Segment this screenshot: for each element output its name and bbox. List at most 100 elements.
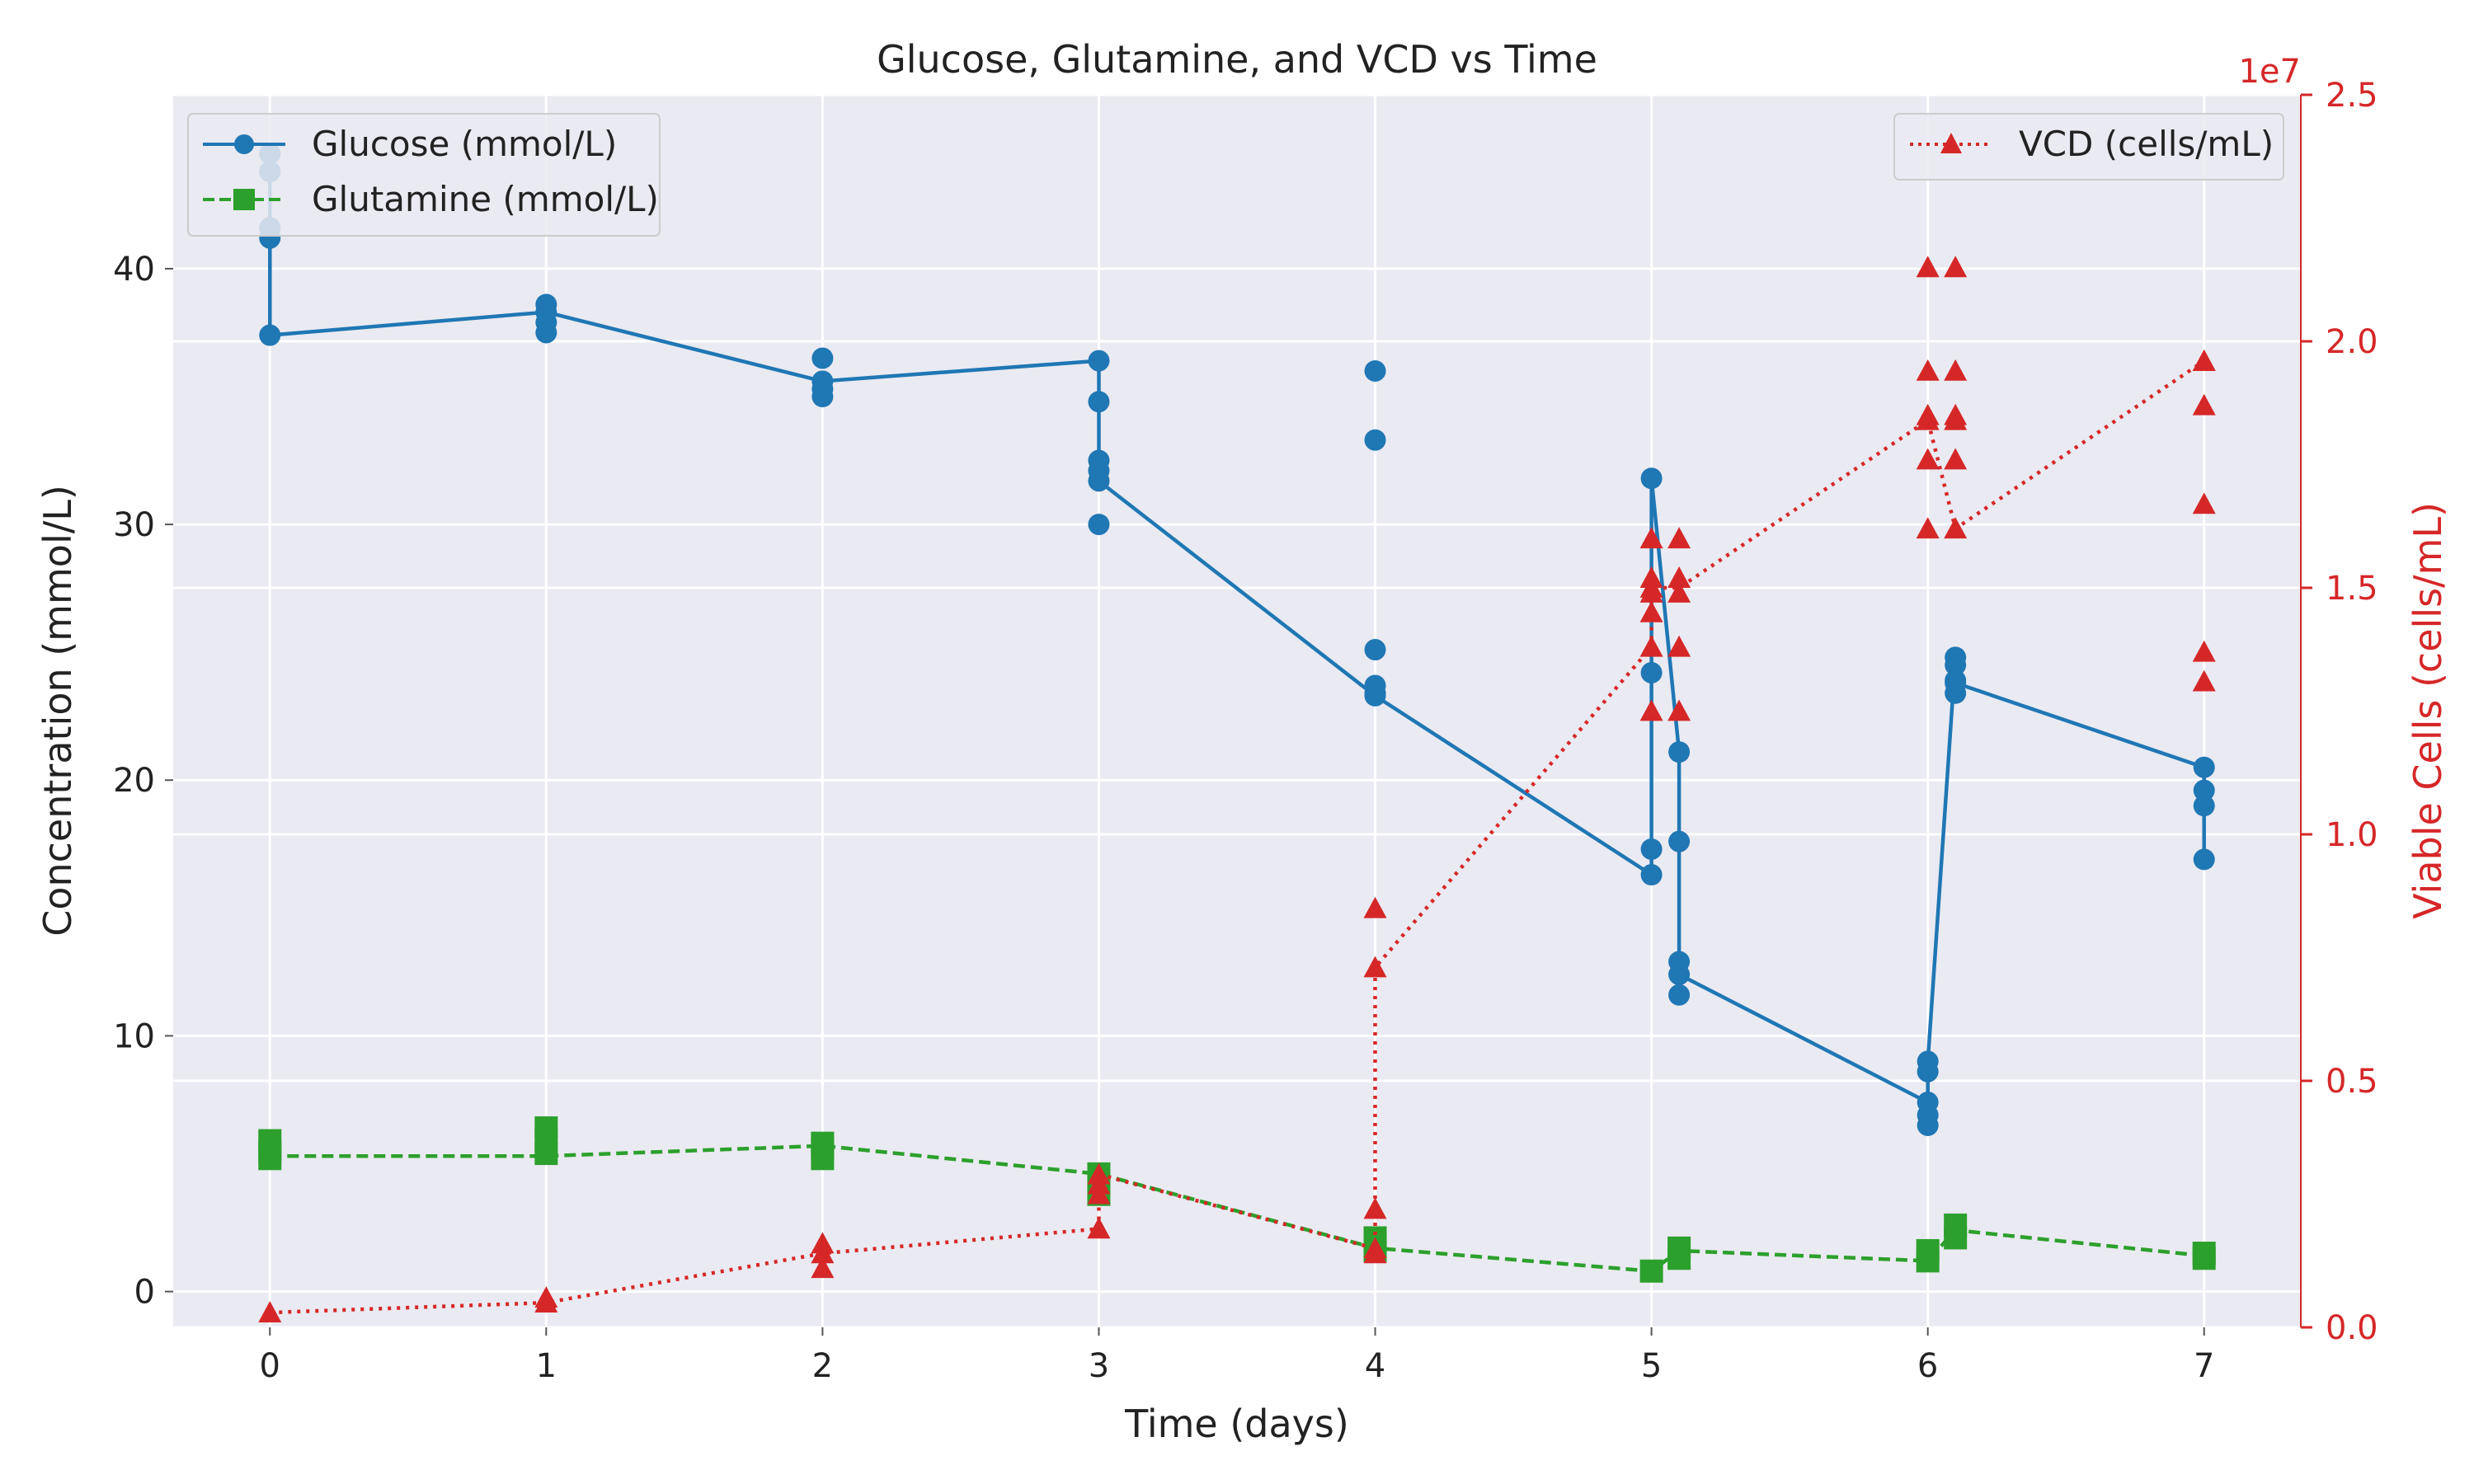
glucose-point — [1364, 684, 1386, 707]
glutamine-point — [1916, 1249, 1940, 1273]
glucose-point — [1668, 984, 1691, 1006]
glucose-point — [811, 385, 834, 407]
vcd-point — [1944, 448, 1968, 470]
glucose-point — [1945, 654, 1967, 676]
glucose-point — [1640, 467, 1663, 490]
y-left-axis-label: Concentration (mmol/L) — [35, 485, 80, 937]
glutamine-point — [2192, 1247, 2216, 1270]
glucose-point — [535, 322, 557, 344]
y-right-axis-label: Viable Cells (cells/mL) — [2406, 502, 2450, 919]
glutamine-point — [258, 1147, 282, 1171]
glucose-point — [2193, 848, 2215, 871]
glucose-point — [2193, 795, 2215, 817]
glucose-point — [1364, 429, 1386, 451]
y-right-tick-label: 1.0 — [2326, 816, 2378, 854]
x-tick-label: 3 — [1089, 1347, 1109, 1385]
glucose-point — [1088, 391, 1110, 413]
glucose-point — [1668, 963, 1691, 985]
series-line-square — [270, 1144, 2204, 1274]
legend-glucose-label: Glucose (mmol/L) — [312, 124, 617, 164]
glucose-point — [2193, 779, 2215, 801]
glucose-point — [811, 347, 834, 369]
legend-glutamine-marker — [233, 189, 255, 210]
vcd-point — [1639, 699, 1663, 721]
vcd-point — [811, 1256, 835, 1279]
glucose-point — [1088, 514, 1110, 536]
vcd-point — [1667, 527, 1691, 549]
right-axis-offset-text: 1e7 — [2238, 53, 2301, 91]
x-tick-label: 7 — [2194, 1347, 2214, 1385]
vcd-point — [258, 1301, 282, 1322]
legend-top-right: VCD (cells/mL) — [1893, 113, 2284, 181]
legend-top-left: Glucose (mmol/L) Glutamine (mmol/L) — [187, 113, 661, 237]
vcd-point — [811, 1242, 835, 1264]
axes-layer: 0 1 2 3 4 5 6 7 0 10 20 30 40 0.0 0.5 1.0 1.5 2.0 2.5 — [113, 77, 2378, 1385]
vcd-point — [2192, 669, 2216, 692]
glucose-point — [1364, 639, 1386, 661]
glucose-point — [1668, 741, 1691, 763]
legend-glucose-marker — [234, 134, 254, 154]
glucose-point — [1917, 1114, 1939, 1136]
vcd-point — [1916, 359, 1940, 381]
glucose-point — [1668, 830, 1691, 852]
data-layer — [258, 143, 2216, 1322]
vcd-point — [1944, 517, 1968, 539]
vcd-point — [1667, 566, 1691, 588]
vcd-point — [1916, 256, 1940, 278]
glucose-point — [1640, 661, 1663, 683]
y-right-tick-label: 1.5 — [2326, 570, 2378, 608]
glucose-point — [1640, 838, 1663, 860]
glutamine-point — [1667, 1247, 1691, 1270]
legend-vcd-label: VCD (cells/mL) — [2019, 124, 2274, 164]
glutamine-point — [811, 1147, 835, 1171]
vcd-point — [1667, 699, 1691, 721]
y-left-tick-label: 40 — [113, 251, 155, 289]
y-right-tick-label: 0.0 — [2326, 1309, 2378, 1347]
vcd-point — [1639, 576, 1663, 598]
vcd-point — [1944, 359, 1968, 381]
legend-box — [187, 113, 661, 237]
vcd-point — [1639, 635, 1663, 657]
vcd-point — [1667, 635, 1691, 657]
legend-box — [1893, 113, 2284, 181]
x-tick-label: 4 — [1365, 1347, 1385, 1385]
legend-glutamine-label: Glutamine (mmol/L) — [312, 179, 659, 219]
glutamine-point — [1944, 1226, 1968, 1250]
vcd-point — [1944, 256, 1968, 278]
vcd-point — [1363, 1197, 1387, 1219]
glutamine-point — [534, 1142, 558, 1166]
plot-area — [173, 95, 2301, 1327]
vcd-point — [1639, 527, 1663, 549]
glucose-point — [259, 324, 281, 346]
vcd-point — [1363, 956, 1387, 978]
vcd-point — [1363, 896, 1387, 918]
x-tick-label: 1 — [536, 1347, 557, 1385]
glucose-point — [2193, 756, 2215, 778]
x-tick-label: 0 — [260, 1347, 280, 1385]
glucose-point — [1640, 864, 1663, 886]
vcd-point — [1363, 1242, 1387, 1264]
glucose-point — [1945, 672, 1967, 694]
y-right-tick-label: 0.5 — [2326, 1063, 2378, 1101]
vcd-point — [1916, 517, 1940, 539]
vcd-point — [1916, 448, 1940, 470]
vcd-point — [1667, 580, 1691, 603]
x-tick-label: 2 — [812, 1347, 833, 1385]
vcd-point — [2192, 640, 2216, 662]
vcd-point — [2192, 393, 2216, 416]
vcd-point — [2192, 492, 2216, 514]
glucose-point — [1364, 359, 1386, 382]
vcd-point — [534, 1291, 558, 1313]
vcd-point — [2192, 349, 2216, 371]
y-left-tick-label: 30 — [113, 506, 155, 544]
vcd-point — [1087, 1182, 1111, 1205]
x-tick-label: 6 — [1917, 1347, 1938, 1385]
y-right-tick-label: 2.0 — [2326, 323, 2378, 361]
vcd-point — [1916, 408, 1940, 430]
glucose-point — [1088, 350, 1110, 372]
chart-title: Glucose, Glutamine, and VCD vs Time — [877, 37, 1597, 82]
glucose-point — [1088, 470, 1110, 492]
vcd-point — [1944, 408, 1968, 430]
glucose-point — [1917, 1060, 1939, 1082]
